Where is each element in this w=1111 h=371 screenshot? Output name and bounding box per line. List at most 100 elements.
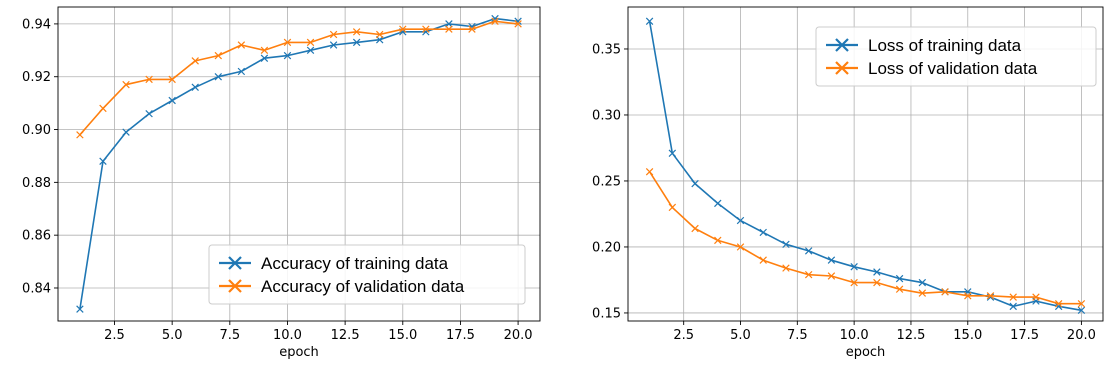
y-tick-label: 0.20 <box>592 240 621 255</box>
x-tick-label: 12.5 <box>331 328 360 343</box>
series-line <box>648 171 1082 305</box>
data-point-marker <box>714 236 722 245</box>
data-point-marker <box>191 83 199 92</box>
x-tick-label: 20.0 <box>504 328 533 343</box>
data-point-marker <box>168 75 176 84</box>
data-point-marker <box>99 104 107 113</box>
data-point-marker <box>1032 293 1040 301</box>
data-point-marker <box>399 25 407 33</box>
data-point-marker <box>260 46 269 55</box>
y-tick-label: 0.88 <box>22 176 51 191</box>
data-point-marker <box>168 96 176 105</box>
data-point-marker <box>514 20 522 28</box>
data-point-marker <box>76 131 84 139</box>
data-point-marker <box>918 278 927 287</box>
data-point-marker <box>1077 306 1086 315</box>
x-tick-label: 20.0 <box>1067 328 1096 343</box>
data-point-marker <box>237 41 246 49</box>
data-point-marker <box>645 17 654 25</box>
data-point-marker <box>668 203 677 212</box>
y-tick-label: 0.35 <box>592 42 621 57</box>
x-tick-label: 7.5 <box>219 328 240 343</box>
data-point-marker <box>468 25 476 33</box>
data-point-marker <box>329 41 338 49</box>
y-tick-label: 0.15 <box>592 306 621 321</box>
data-point-marker <box>1054 299 1063 308</box>
data-point-marker <box>145 109 153 118</box>
legend-marker <box>835 38 849 52</box>
data-point-marker <box>850 263 858 271</box>
data-point-marker <box>445 25 453 33</box>
data-point-marker <box>306 38 315 47</box>
x-tick-label: 7.5 <box>787 328 808 343</box>
y-tick-label: 0.84 <box>22 281 51 296</box>
x-tick-label: 5.0 <box>162 328 183 343</box>
y-tick-label: 0.86 <box>22 229 51 244</box>
data-point-marker <box>99 157 107 165</box>
data-point-marker <box>145 75 153 84</box>
data-point-marker <box>986 292 995 300</box>
plot-frame <box>57 6 541 322</box>
x-tick-label: 15.0 <box>388 328 417 343</box>
x-axis-label: epoch <box>279 345 319 360</box>
x-tick-label: 17.5 <box>1010 328 1039 343</box>
data-point-marker <box>375 30 384 39</box>
legend-label: Loss of training data <box>868 36 1022 55</box>
data-point-marker <box>964 292 972 300</box>
data-point-marker <box>237 67 246 76</box>
legend-box <box>208 244 526 305</box>
data-point-marker <box>1077 299 1086 308</box>
data-point-marker <box>941 288 949 296</box>
data-point-marker <box>260 54 269 62</box>
legend-marker <box>228 279 242 293</box>
x-axis-label: epoch <box>846 345 886 360</box>
data-point-marker <box>736 243 745 251</box>
data-point-marker <box>445 20 453 28</box>
legend-marker <box>835 61 849 75</box>
data-point-marker <box>191 57 199 65</box>
data-point-marker <box>827 256 836 264</box>
x-tick-label: 2.5 <box>104 328 125 343</box>
data-point-marker <box>873 268 881 276</box>
data-point-marker <box>895 285 904 293</box>
data-point-marker <box>895 274 904 283</box>
data-point-marker <box>918 289 927 297</box>
data-point-marker <box>804 247 813 255</box>
series-line <box>648 21 1082 312</box>
data-point-marker <box>645 167 654 176</box>
y-tick-label: 0.92 <box>22 70 51 85</box>
y-tick-label: 0.25 <box>592 174 621 189</box>
y-tick-label: 0.30 <box>592 108 621 123</box>
data-point-marker <box>804 270 813 279</box>
data-point-marker <box>306 46 315 55</box>
data-point-marker <box>759 256 767 264</box>
data-point-marker <box>850 278 858 287</box>
x-tick-label: 10.0 <box>840 328 869 343</box>
data-point-marker <box>827 272 836 280</box>
legend-marker <box>228 256 242 270</box>
data-point-marker <box>691 179 699 188</box>
data-point-marker <box>76 305 84 313</box>
data-point-marker <box>759 228 767 237</box>
x-tick-label: 2.5 <box>673 328 694 343</box>
x-tick-label: 5.0 <box>730 328 751 343</box>
data-point-marker <box>782 240 790 249</box>
legend-label: Accuracy of training data <box>261 254 449 273</box>
legend-box <box>815 26 1097 87</box>
x-tick-label: 12.5 <box>896 328 925 343</box>
accuracy-chart: 2.5 5.0 7.5 10.0 12.5 15.0 17.5 20.0 0.84 0.86 0.8… <box>22 6 541 360</box>
data-point-marker <box>1009 302 1017 311</box>
y-tick-label: 0.94 <box>22 17 51 32</box>
data-point-marker <box>329 30 338 39</box>
data-point-marker <box>214 72 223 81</box>
legend-label: Loss of validation data <box>868 59 1038 78</box>
data-point-marker <box>491 17 499 25</box>
data-point-marker <box>668 149 677 157</box>
data-point-marker <box>782 264 790 272</box>
data-point-marker <box>352 28 361 36</box>
x-tick-label: 17.5 <box>446 328 475 343</box>
plot-frame <box>627 6 1104 322</box>
data-point-marker <box>283 38 292 47</box>
x-tick-label: 10.0 <box>273 328 302 343</box>
